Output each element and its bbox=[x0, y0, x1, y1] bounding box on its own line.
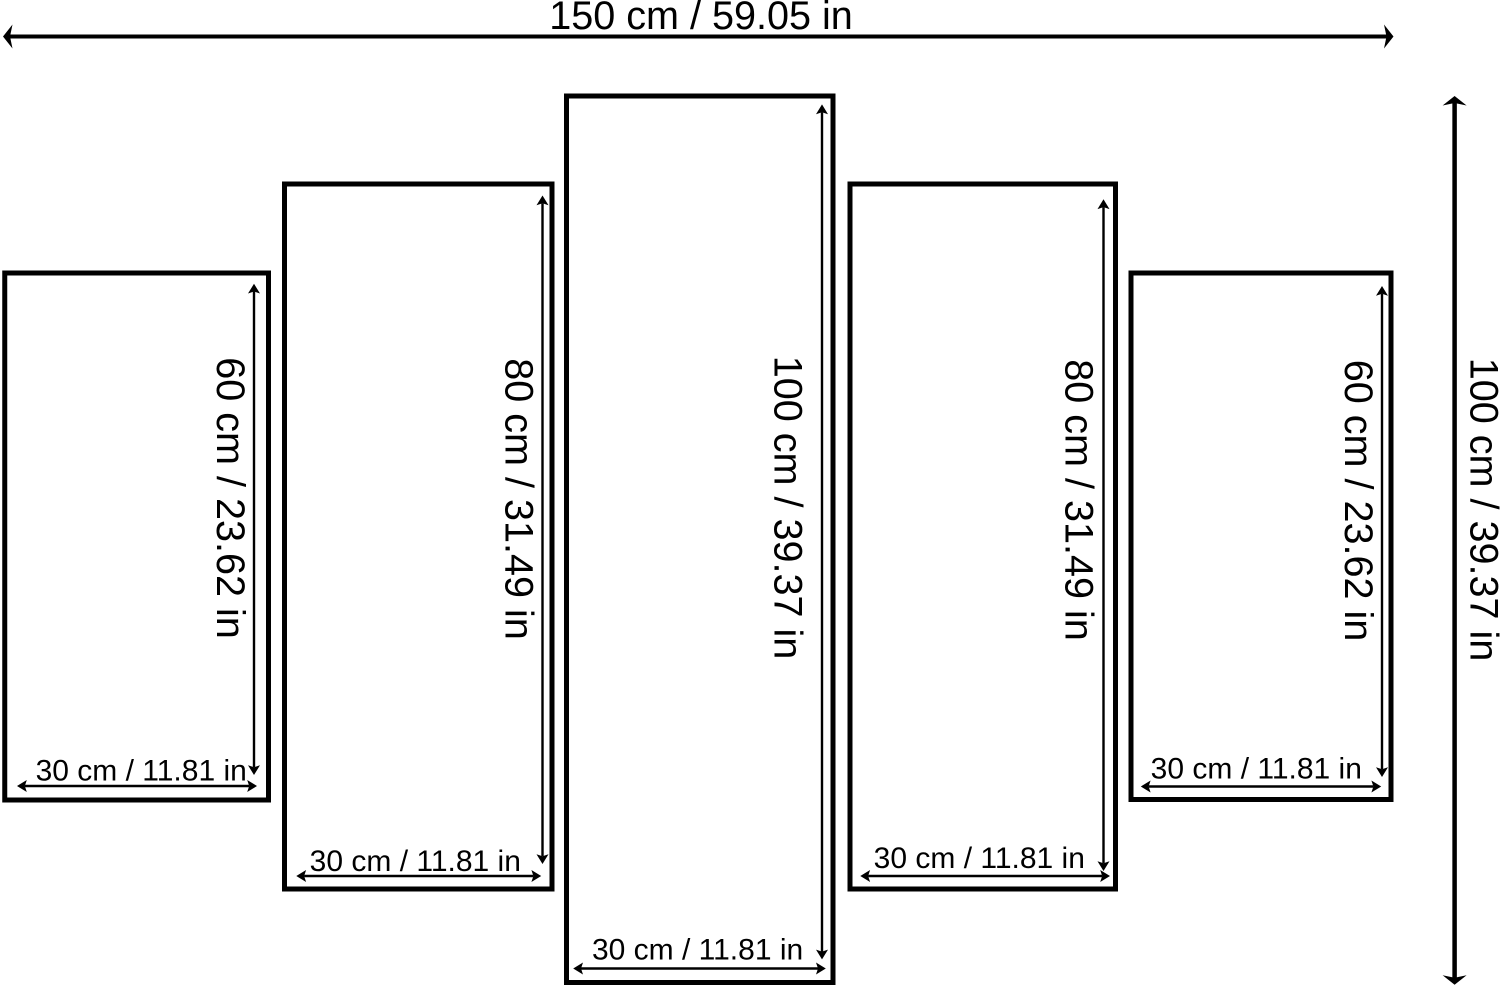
svg-text:100 cm / 39.37 in: 100 cm / 39.37 in bbox=[765, 356, 809, 660]
svg-text:100 cm / 39.37 in: 100 cm / 39.37 in bbox=[1462, 358, 1500, 662]
svg-text:30 cm / 11.81 in: 30 cm / 11.81 in bbox=[1151, 753, 1362, 786]
svg-text:150 cm / 59.05 in: 150 cm / 59.05 in bbox=[549, 0, 853, 38]
svg-text:30 cm / 11.81 in: 30 cm / 11.81 in bbox=[36, 755, 247, 788]
svg-text:60 cm / 23.62 in: 60 cm / 23.62 in bbox=[208, 357, 252, 639]
svg-text:30 cm / 11.81 in: 30 cm / 11.81 in bbox=[592, 934, 803, 967]
svg-text:30 cm / 11.81 in: 30 cm / 11.81 in bbox=[874, 842, 1085, 875]
svg-text:80 cm / 31.49 in: 80 cm / 31.49 in bbox=[1057, 359, 1101, 641]
svg-text:60 cm / 23.62 in: 60 cm / 23.62 in bbox=[1336, 360, 1380, 642]
svg-text:30 cm / 11.81 in: 30 cm / 11.81 in bbox=[310, 845, 521, 878]
svg-text:80 cm / 31.49 in: 80 cm / 31.49 in bbox=[497, 358, 541, 640]
